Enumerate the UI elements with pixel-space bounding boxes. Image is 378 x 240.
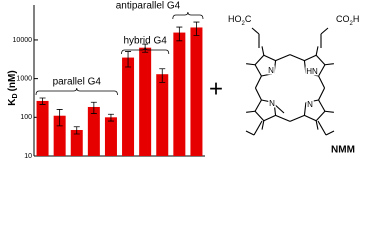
bond [246,110,256,113]
bond [324,110,334,113]
bond [246,63,256,66]
group-label: antiparallel G4 [116,1,181,12]
bond [263,114,276,122]
acid-part: C [245,14,252,24]
bond [318,99,326,112]
bond [315,110,326,122]
group-label: parallel G4 [53,77,102,88]
acid-sub: 2 [242,21,246,27]
acid-part: CO [336,14,350,24]
y-tick-label: 100 [20,114,32,121]
acid-label-right: CO2H [336,14,359,26]
plus-sign: + [209,75,223,102]
bond [254,99,262,112]
bond [304,54,317,62]
bond [251,27,260,35]
bond [263,54,276,62]
y-label-sub: D [12,93,19,98]
y-label-unit: (nM) [7,70,18,91]
y-tick-label: 10 [24,153,32,160]
bond [304,114,317,122]
bond [245,130,255,136]
bond [261,120,265,130]
bond [318,64,326,77]
error-bar [56,109,63,127]
bond [261,46,265,56]
bond [289,54,305,62]
bond [315,46,319,56]
bond [275,54,291,62]
bar [173,32,186,156]
error-bar [73,126,80,135]
bar [139,47,152,156]
bond [303,60,307,74]
bond [254,64,262,77]
bond [318,87,326,101]
bond [254,110,265,122]
compound-name: NMM [331,145,355,156]
bar [190,27,203,156]
atom-label: HN [306,67,318,76]
bond [320,27,329,35]
y-label-main: K [7,98,18,106]
bond [261,99,275,104]
bond [305,72,319,77]
atom-label: N [269,99,275,108]
bond [305,99,319,104]
bond [324,63,334,66]
error-bar [193,21,200,36]
bond [317,120,327,136]
bond [273,60,277,74]
error-bar [39,97,46,105]
y-axis-label: KD (nM) [7,70,19,105]
error-bar [159,68,166,83]
bond [315,120,319,130]
bond [254,75,262,89]
bond [261,72,275,77]
group-brace [35,87,118,96]
atom-label: N [268,66,274,75]
bond [275,114,291,122]
acid-label-left: HO2C [228,14,252,26]
bond [254,54,265,66]
group-brace [172,11,204,20]
error-bar [125,51,132,68]
bar [104,117,117,156]
y-tick-label: 10000 [13,37,33,44]
bond [318,75,326,89]
acid-part: HO [228,14,242,24]
bond [253,120,263,136]
bar [122,57,135,156]
bond [289,114,305,122]
group-label: hybrid G4 [123,36,167,47]
bar [70,129,83,156]
bond [303,102,307,116]
bond [272,102,285,114]
atom-label: N [307,100,313,109]
bar [156,74,169,156]
error-bar [90,101,97,114]
bond [315,54,326,66]
bond [325,130,335,136]
group-brace [121,46,170,55]
acid-part: H [353,14,360,24]
bar [87,106,100,156]
y-tick-label: 1000 [16,75,32,82]
error-bar [107,113,114,122]
bond [254,87,262,101]
bar [36,100,49,156]
figure: KD(nM) + HO2C CO2H NMM N HNN N 10100100010… [7,1,360,160]
acid-sub: 2 [350,21,354,27]
molecule: N HN N N [245,27,335,136]
error-bar [176,26,183,42]
